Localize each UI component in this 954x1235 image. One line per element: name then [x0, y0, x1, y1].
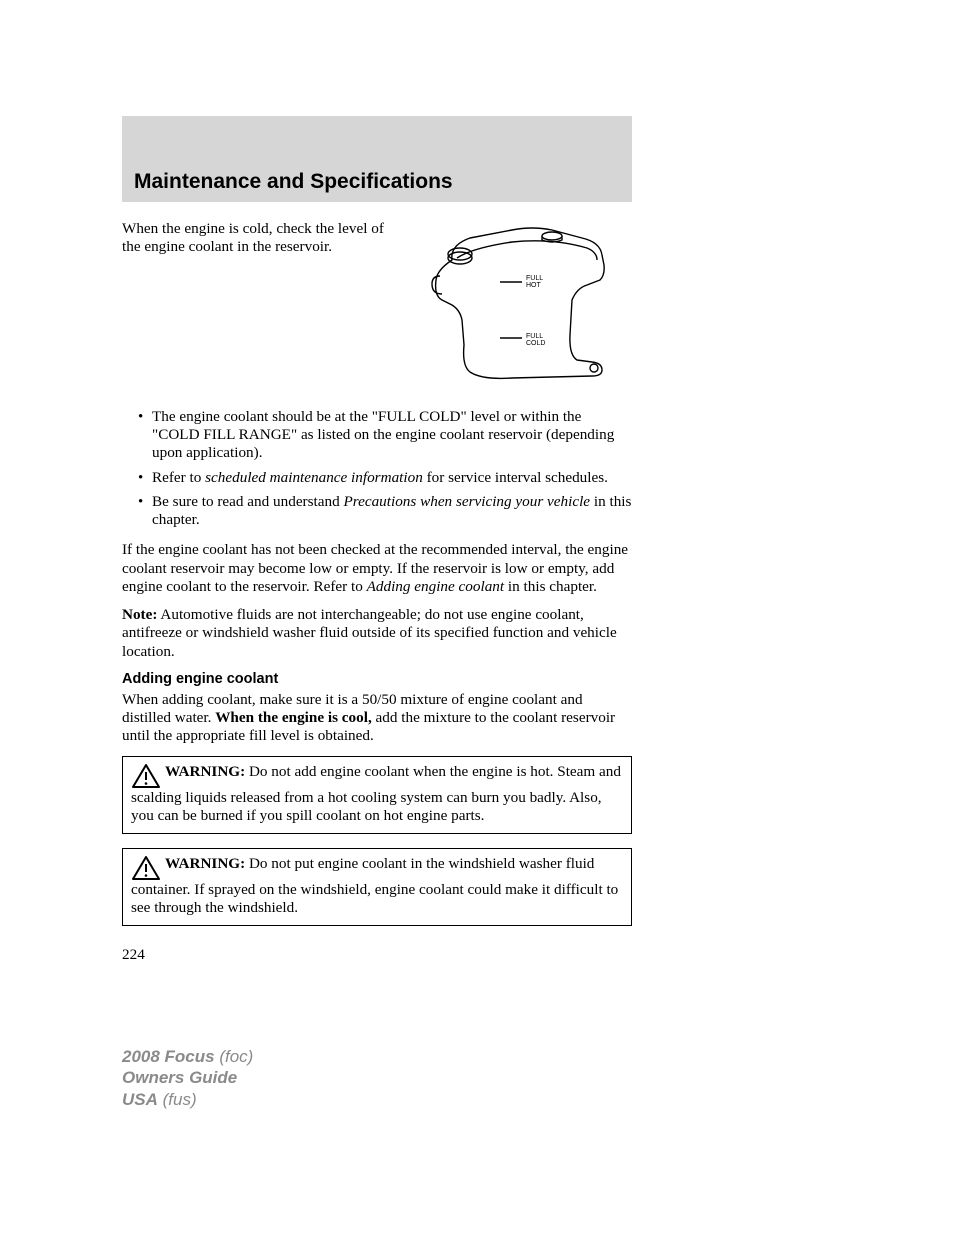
paragraph-low-reservoir: If the engine coolant has not been check…: [122, 541, 632, 596]
adding-bold: When the engine is cool,: [215, 709, 372, 726]
bullet-item: Be sure to read and understand Precautio…: [122, 493, 632, 529]
note-label: Note:: [122, 606, 157, 623]
section-header-bar: Maintenance and Specifications: [122, 116, 632, 202]
footer: 2008 Focus (foc) Owners Guide USA (fus): [122, 1046, 253, 1110]
warning-label: WARNING:: [165, 763, 245, 780]
svg-text:FULL: FULL: [526, 333, 543, 340]
coolant-reservoir-diagram: FULL HOT FULL COLD: [422, 220, 632, 390]
para-post: in this chapter.: [504, 578, 597, 595]
svg-text:COLD: COLD: [526, 340, 545, 347]
paragraph-note: Note: Automotive fluids are not intercha…: [122, 606, 632, 661]
bullet-text: The engine coolant should be at the "FUL…: [152, 408, 614, 461]
warning-label: WARNING:: [165, 855, 245, 872]
svg-text:FULL: FULL: [526, 275, 543, 282]
svg-text:HOT: HOT: [526, 282, 542, 289]
bullet-text-italic: scheduled maintenance information: [205, 469, 423, 486]
section-title: Maintenance and Specifications: [134, 170, 453, 194]
bullet-list: The engine coolant should be at the "FUL…: [122, 408, 632, 529]
paragraph-adding: When adding coolant, make sure it is a 5…: [122, 691, 632, 746]
page-number: 224: [122, 946, 632, 964]
warning-box-windshield: WARNING: Do not put engine coolant in th…: [122, 848, 632, 926]
footer-line-2: Owners Guide: [122, 1067, 253, 1088]
para-italic: Adding engine coolant: [367, 578, 505, 595]
bullet-text-post: for service interval schedules.: [423, 469, 608, 486]
bullet-text-pre: Refer to: [152, 469, 205, 486]
warning-triangle-icon: [131, 763, 161, 789]
bullet-item: The engine coolant should be at the "FUL…: [122, 408, 632, 463]
warning-box-hot-engine: WARNING: Do not add engine coolant when …: [122, 756, 632, 834]
bullet-text-italic: Precautions when servicing your vehicle: [343, 493, 590, 510]
intro-row: When the engine is cold, check the level…: [122, 220, 632, 390]
warning-triangle-icon: [131, 855, 161, 881]
bullet-text-pre: Be sure to read and understand: [152, 493, 343, 510]
note-text: Automotive fluids are not interchangeabl…: [122, 606, 617, 659]
subheading-adding-coolant: Adding engine coolant: [122, 671, 632, 687]
intro-text: When the engine is cold, check the level…: [122, 220, 402, 390]
footer-line-1: 2008 Focus (foc): [122, 1046, 253, 1067]
page-content: When the engine is cold, check the level…: [122, 220, 632, 964]
footer-line-3: USA (fus): [122, 1089, 253, 1110]
bullet-item: Refer to scheduled maintenance informati…: [122, 469, 632, 487]
